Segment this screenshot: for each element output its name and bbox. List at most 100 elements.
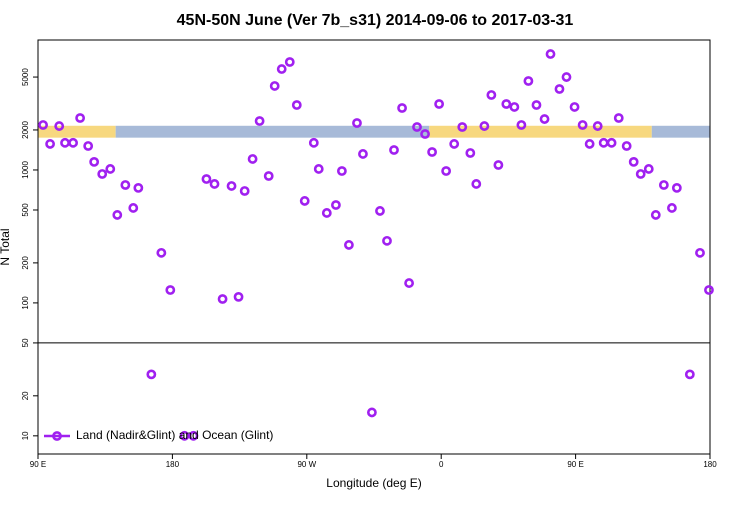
- y-tick-label: 10: [21, 431, 30, 440]
- data-point: [471, 179, 482, 189]
- data-point: [75, 113, 86, 123]
- data-point: [201, 174, 212, 184]
- data-point: [336, 166, 347, 176]
- data-point: [501, 99, 512, 109]
- data-point: [45, 139, 55, 149]
- y-tick-label: 500: [21, 203, 30, 217]
- land-ocean-strip: [38, 125, 116, 138]
- data-point: [479, 121, 490, 131]
- data-point: [299, 196, 310, 206]
- data-point: [539, 114, 550, 124]
- data-point: [291, 100, 302, 110]
- data-point: [420, 129, 430, 139]
- data-point: [684, 369, 695, 380]
- data-point: [54, 121, 65, 131]
- data-point: [613, 113, 624, 123]
- plot-frame: [37, 39, 711, 455]
- data-point: [592, 121, 603, 131]
- y-axis-label: N Total: [0, 228, 12, 265]
- data-point: [226, 181, 237, 191]
- data-point: [704, 285, 714, 295]
- x-tick-label: 90 W: [297, 460, 316, 469]
- data-point: [486, 90, 497, 100]
- data-point: [635, 169, 646, 179]
- data-point: [263, 171, 274, 181]
- data-point: [606, 137, 617, 148]
- data-point: [120, 180, 131, 190]
- data-point: [112, 210, 123, 220]
- data-point: [404, 278, 414, 288]
- data-point: [375, 206, 385, 216]
- data-point: [156, 247, 167, 258]
- y-tick-label: 20: [21, 391, 30, 400]
- y-tick-label: 50: [21, 338, 30, 347]
- x-tick-label: 90 E: [30, 460, 46, 469]
- data-point: [523, 76, 534, 86]
- data-point: [344, 240, 354, 250]
- data-point: [449, 139, 460, 149]
- data-point: [146, 369, 157, 380]
- x-tick-label: 0: [439, 460, 444, 469]
- data-point: [284, 57, 295, 67]
- data-point: [133, 183, 144, 193]
- data-point: [276, 64, 287, 74]
- legend-marker: [52, 431, 62, 441]
- land-ocean-strip: [429, 125, 652, 138]
- data-point: [509, 102, 520, 112]
- data-point: [695, 247, 705, 258]
- x-axis-label: Longitude (deg E): [326, 476, 421, 490]
- land-ocean-strip: [651, 125, 710, 138]
- data-point: [217, 294, 228, 304]
- data-point: [358, 149, 368, 159]
- data-point: [188, 430, 199, 441]
- y-tick-label: 1000: [21, 161, 30, 179]
- data-point: [247, 154, 258, 164]
- data-point: [465, 148, 476, 158]
- data-point: [209, 179, 220, 189]
- data-point: [667, 203, 677, 213]
- data-point: [97, 169, 108, 179]
- data-point: [643, 164, 654, 174]
- data-point: [352, 118, 362, 128]
- data-point: [531, 100, 542, 110]
- data-point: [621, 141, 632, 151]
- data-point: [434, 99, 445, 109]
- data-point: [239, 186, 250, 196]
- data-point: [389, 145, 399, 155]
- data-point: [165, 285, 176, 295]
- data-point: [382, 235, 392, 246]
- data-point: [269, 81, 280, 91]
- legend-label: Land (Nadir&Glint) and Ocean (Glint): [76, 428, 273, 442]
- data-point: [427, 147, 437, 157]
- data-point: [545, 49, 556, 59]
- data-point: [397, 103, 407, 113]
- data-point: [561, 72, 572, 82]
- data-point: [441, 166, 452, 176]
- data-point: [321, 208, 332, 218]
- data-point: [254, 116, 265, 126]
- data-point: [60, 137, 70, 148]
- data-point: [367, 407, 377, 418]
- x-tick-label: 90 E: [567, 460, 583, 469]
- y-tick-label: 5000: [21, 68, 30, 86]
- data-point: [554, 84, 565, 94]
- y-tick-label: 200: [21, 256, 30, 270]
- data-point: [89, 157, 100, 167]
- data-point: [412, 122, 422, 132]
- data-point: [628, 157, 639, 167]
- data-point: [598, 137, 609, 148]
- data-point: [83, 141, 94, 151]
- data-point: [128, 203, 139, 213]
- x-tick-label: 180: [166, 460, 180, 469]
- y-tick-label: 2000: [21, 121, 30, 139]
- data-point: [569, 102, 580, 112]
- data-point: [233, 291, 244, 302]
- data-point: [516, 120, 527, 130]
- data-point: [331, 200, 341, 210]
- data-point: [493, 160, 504, 170]
- data-point: [313, 164, 324, 174]
- data-point: [457, 122, 468, 132]
- data-point: [584, 139, 595, 149]
- x-tick-label: 180: [703, 460, 717, 469]
- data-point: [105, 164, 116, 174]
